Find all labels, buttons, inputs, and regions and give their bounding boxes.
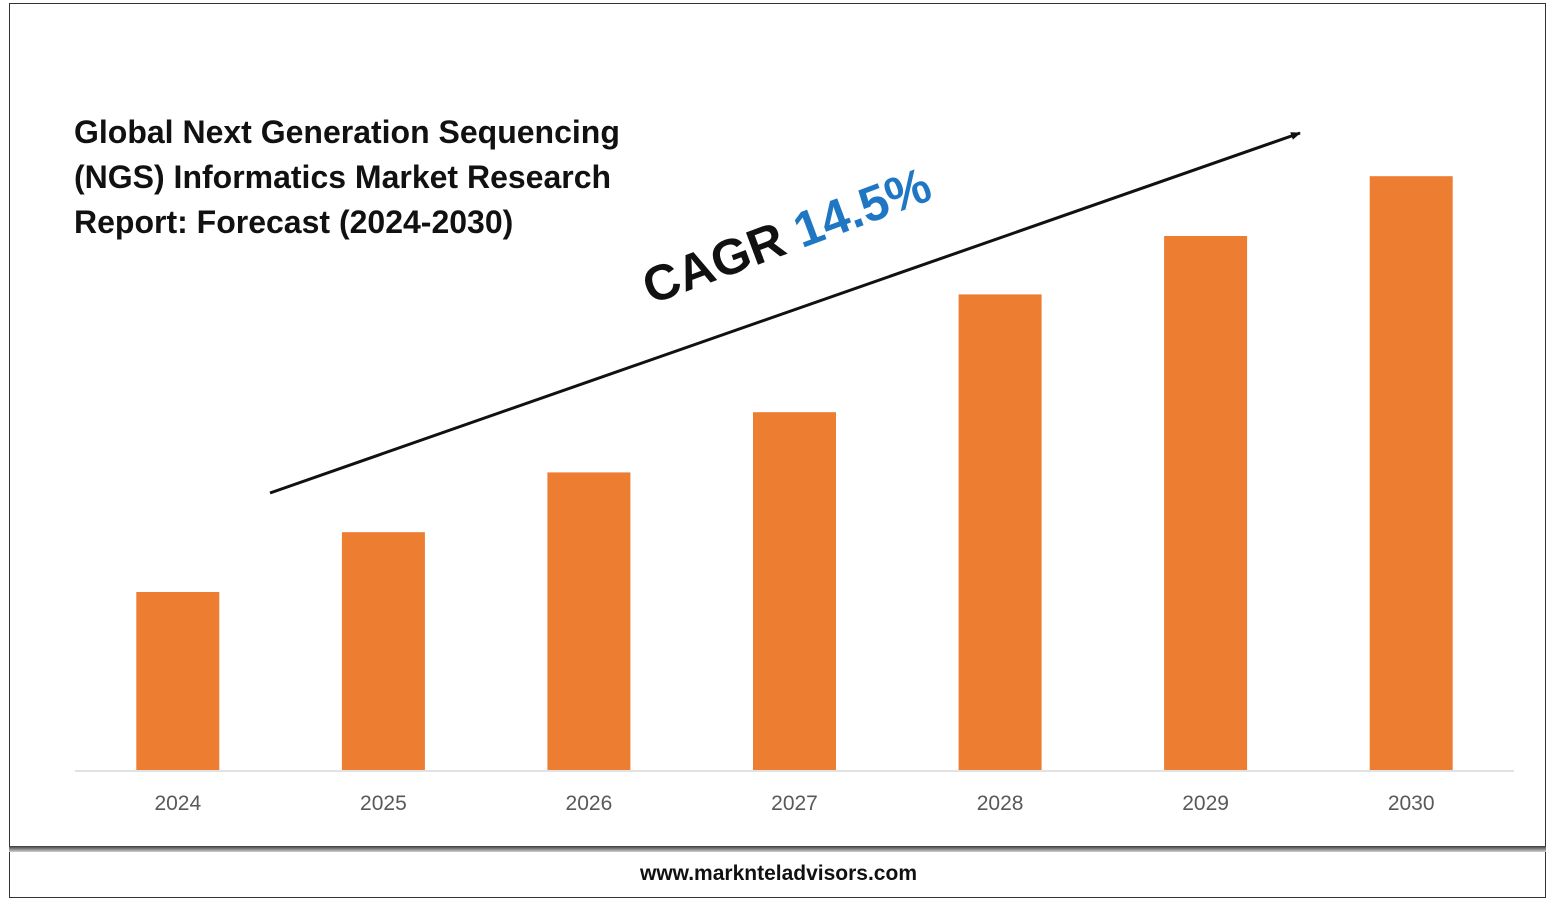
bar-2028 (958, 294, 1042, 770)
bars-group (136, 176, 1453, 770)
x-tick-label-2026: 2026 (566, 792, 613, 815)
bar-2026 (547, 472, 631, 770)
bar-2030 (1369, 176, 1453, 770)
chart-title: Global Next Generation Sequencing (NGS) … (74, 114, 620, 240)
footer-url: www.marknteladvisors.com (640, 862, 917, 885)
x-tick-label-2029: 2029 (1182, 792, 1229, 815)
bar-2027 (753, 412, 836, 770)
bar-2029 (1164, 236, 1248, 770)
growth-trend-arrow (269, 131, 1301, 495)
x-tick-label-2028: 2028 (977, 792, 1024, 815)
x-tick-label-2024: 2024 (154, 792, 201, 815)
x-tick-labels: 2024 2025 2026 2027 2028 2029 2030 (154, 792, 1434, 815)
footer-divider (9, 846, 1546, 852)
bar-2025 (341, 532, 425, 770)
x-tick-label-2025: 2025 (360, 792, 407, 815)
bar-2024 (136, 592, 220, 770)
x-tick-label-2030: 2030 (1388, 792, 1435, 815)
x-tick-label-2027: 2027 (771, 792, 818, 815)
